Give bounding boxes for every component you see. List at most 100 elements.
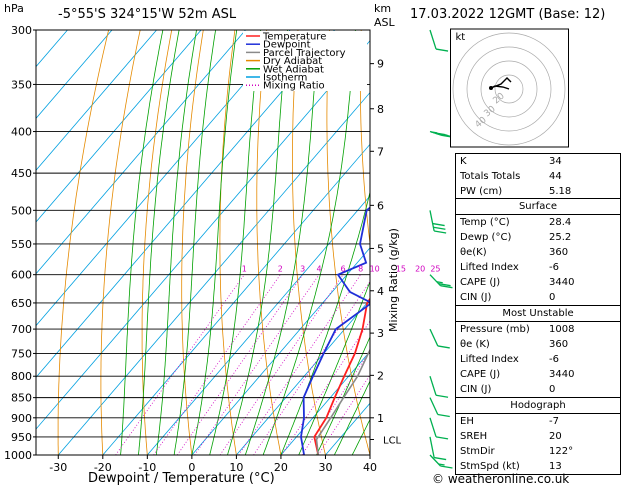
wet-adiabat-line [316,336,370,455]
legend-label: Isotherm [263,73,307,84]
hodograph-row: StmSpd (kt) 13 [456,459,620,474]
wet-adiabat-line [262,30,356,455]
most-unstable-row: Lifted Index -6 [456,352,620,367]
wind-barb-flag [432,222,445,227]
isotherm-line [36,30,246,275]
wind-barb-flag [438,283,451,287]
hodograph-value: 20 [549,431,562,442]
surface-value: 0 [549,292,556,303]
wind-barb [429,436,447,461]
mixing-ratio-label: 4 [317,265,322,274]
isotherm-line [146,195,370,455]
plot-frame [35,29,371,456]
surface-value: 25.2 [549,232,572,243]
wind-barb-half [431,131,438,134]
hodograph-ring [452,32,566,146]
dry-adiabat-line [256,30,282,455]
hodograph-storm-marker [489,86,493,90]
dry-adiabat-line [291,30,326,455]
dry-adiabat-line [219,30,237,455]
hodograph-title: Hodograph [510,400,566,411]
pressure-tick-label: 650 [11,297,32,310]
pressure-tick-label: 750 [11,347,32,360]
hodograph-value: 122° [549,446,574,457]
wind-barb [429,397,450,418]
legend-label: Temperature [262,32,326,43]
plot-area [36,30,459,455]
isotherm-line [191,247,370,455]
dry-adiabat-line [393,30,459,455]
legend-label: Parcel Trajectory [263,48,346,59]
height-tick-label: 5 [377,242,384,255]
height-tick-label: 6 [377,199,384,212]
mixing-ratio-label: 3 [300,265,305,274]
pressure-tick-label: 400 [11,126,32,139]
hodograph-value: 13 [549,461,562,472]
index-value: 5.18 [549,186,572,197]
surface-row: Dewp (°C) 25.2 [456,230,620,245]
wind-barb-staff [429,397,439,415]
pressure-tick-label: 550 [11,238,32,251]
isotherm-line [36,30,336,378]
most-unstable-row: θe (K) 360 [456,337,620,352]
wind-barb-flag [434,456,447,461]
mixing-ratio-label: 1 [242,265,247,274]
height-tick-label: 9 [377,58,384,71]
most-unstable-row: Pressure (mb) 1008 [456,322,620,337]
pressure-tick-label: 600 [11,269,32,282]
wind-barb-staff [429,376,437,396]
indices-panel: K 34 Totals Totals 44 PW (cm) 5.18 Surface Te… [455,153,621,475]
most-unstable-value: 360 [549,339,569,350]
index-value: 34 [549,156,562,167]
most-unstable-label: CAPE (J) [460,369,501,380]
most-unstable-row: CIN (J) 0 [456,382,620,397]
index-label: PW (cm) [460,186,503,197]
surface-label: Dewp (°C) [460,232,512,243]
mixing-ratio-label: 6 [340,265,345,274]
wind-barb [429,29,449,52]
isotherm-line [280,350,370,455]
pressure-tick-label: 700 [11,323,32,336]
parcel-trajectory [315,348,370,455]
copyright-label: © weatheronline.co.uk [432,472,570,486]
temperature-tick-label: -10 [138,461,156,474]
hodograph-kt-label: kt [456,32,466,43]
wind-barb-staff [429,436,435,458]
height-tick-label: 7 [377,145,384,158]
height-tick-label: 3 [377,327,384,340]
temperature-tick-label: 30 [318,461,332,474]
wind-barb-flag [435,394,449,398]
hodograph-label: SREH [460,431,488,442]
legend-background [243,31,367,91]
isotherm-line [236,299,370,455]
height-tick-label: 8 [377,103,384,116]
isotherm-line [36,30,157,171]
wind-barb [429,417,449,440]
most-unstable-value: 0 [549,384,556,395]
pressure-tick-label: 950 [11,431,32,444]
height-tick-label: 1 [377,412,384,425]
temperature-profile [313,297,370,455]
surface-title: Surface [518,201,558,212]
datetime-label: 17.03.2022 12GMT (Base: 12) [410,7,606,22]
wind-barb-staff [429,29,437,50]
wind-barb-flag [440,285,453,289]
temperature-tick-label: 40 [363,461,377,474]
mixing-ratio-label: 2 [278,265,283,274]
mixing-ratio-line [153,274,281,455]
index-value: 44 [549,171,562,182]
pressure-tick-label: 300 [11,24,32,37]
mixing-ratio-line [317,374,370,455]
index-row: PW (cm) 5.18 [456,184,620,199]
hodograph-row: EH -7 [456,414,620,429]
surface-table: Temp (°C) 28.4 Dewp (°C) 25.2 θe(K) 360 Lifted… [456,214,620,305]
hodograph-block: Hodograph EH -7 SREH 20 StmDir 122° StmSpd (kt… [455,397,621,475]
mixing-ratio-label: 20 [415,265,425,274]
wet-adiabat-line [334,380,370,455]
mixing-ratio-line [253,280,370,455]
surface-value: -6 [549,262,559,273]
lcl-label: LCL [383,435,402,446]
